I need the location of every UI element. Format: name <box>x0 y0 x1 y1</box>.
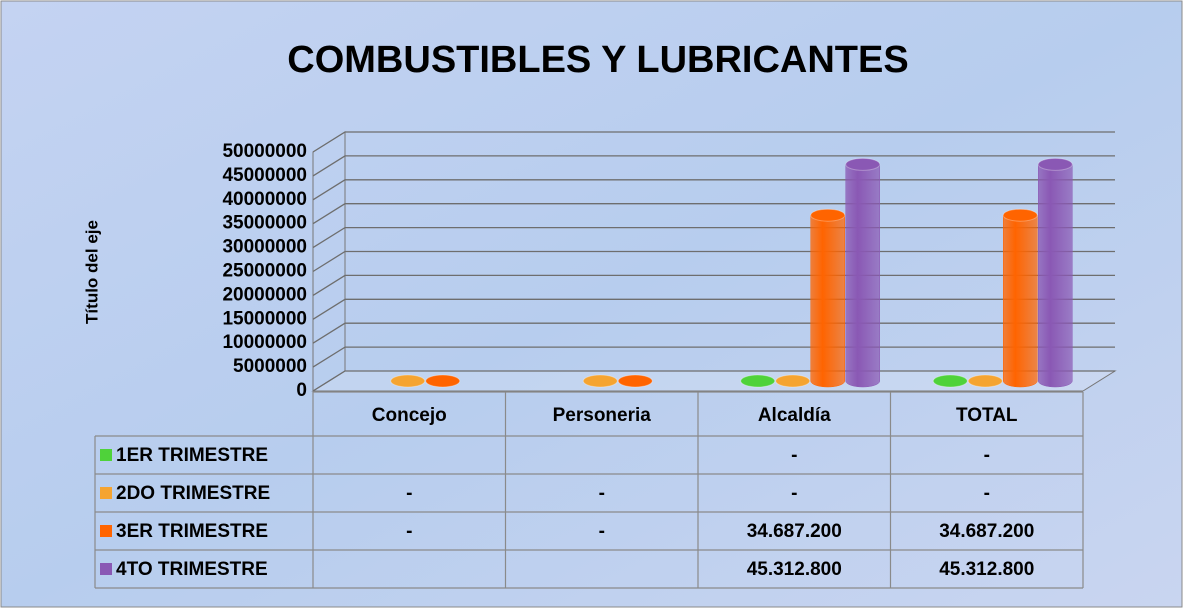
table-cell: - <box>791 445 797 466</box>
legend-swatch <box>100 563 112 575</box>
x-tick-label: Personeria <box>553 405 652 426</box>
table-cell: 34.687.200 <box>747 521 842 542</box>
table-cell: - <box>984 445 990 466</box>
x-tick-label: Concejo <box>372 405 447 426</box>
y-tick-label: 35000000 <box>222 213 307 234</box>
x-tick-label: Alcaldía <box>758 405 831 426</box>
bar-top <box>845 157 881 171</box>
bar-top <box>425 374 461 388</box>
grid-line <box>312 131 1115 153</box>
y-tick-label: 25000000 <box>222 261 307 282</box>
bar-top <box>810 208 846 222</box>
y-tick-label: 10000000 <box>222 332 307 353</box>
bar-top <box>1037 157 1073 171</box>
table-cell: - <box>984 483 990 504</box>
y-tick-label: 0 <box>296 380 307 401</box>
chart-title: COMBUSTIBLES Y LUBRICANTES <box>287 39 908 81</box>
bar-top <box>740 374 776 388</box>
legend-swatch <box>100 525 112 537</box>
y-tick-label: 5000000 <box>233 356 307 377</box>
table-cell: 45.312.800 <box>747 559 842 580</box>
x-tick-label: TOTAL <box>956 405 1018 426</box>
bar <box>1038 164 1073 388</box>
y-tick-label: 15000000 <box>222 308 307 329</box>
legend-swatch <box>100 487 112 499</box>
bar-top <box>617 374 653 388</box>
table-cell: - <box>406 521 412 542</box>
bar-top <box>775 374 811 388</box>
bar-top <box>390 374 426 388</box>
bar-top <box>1002 208 1038 222</box>
y-tick-label: 20000000 <box>222 284 307 305</box>
table-cell: - <box>599 483 605 504</box>
table-cell: - <box>406 483 412 504</box>
legend-label: 4TO TRIMESTRE <box>116 559 268 580</box>
bar-top <box>932 374 968 388</box>
bar-top <box>967 374 1003 388</box>
legend-label: 2DO TRIMESTRE <box>116 483 270 504</box>
table-cell: - <box>791 483 797 504</box>
y-tick-label: 40000000 <box>222 189 307 210</box>
bar-top <box>582 374 618 388</box>
table-cell: - <box>599 521 605 542</box>
bar <box>810 214 845 388</box>
bar <box>1003 214 1038 388</box>
table-cell: 45.312.800 <box>939 559 1034 580</box>
y-axis-label: Título del eje <box>82 220 101 324</box>
legend-label: 1ER TRIMESTRE <box>116 445 268 466</box>
bar <box>845 164 880 388</box>
y-tick-label: 30000000 <box>222 237 307 258</box>
y-tick-label: 50000000 <box>222 141 307 162</box>
grid-line <box>312 155 1115 177</box>
legend-label: 3ER TRIMESTRE <box>116 521 268 542</box>
y-tick-label: 45000000 <box>222 165 307 186</box>
legend-swatch <box>100 449 112 461</box>
table-cell: 34.687.200 <box>939 521 1034 542</box>
